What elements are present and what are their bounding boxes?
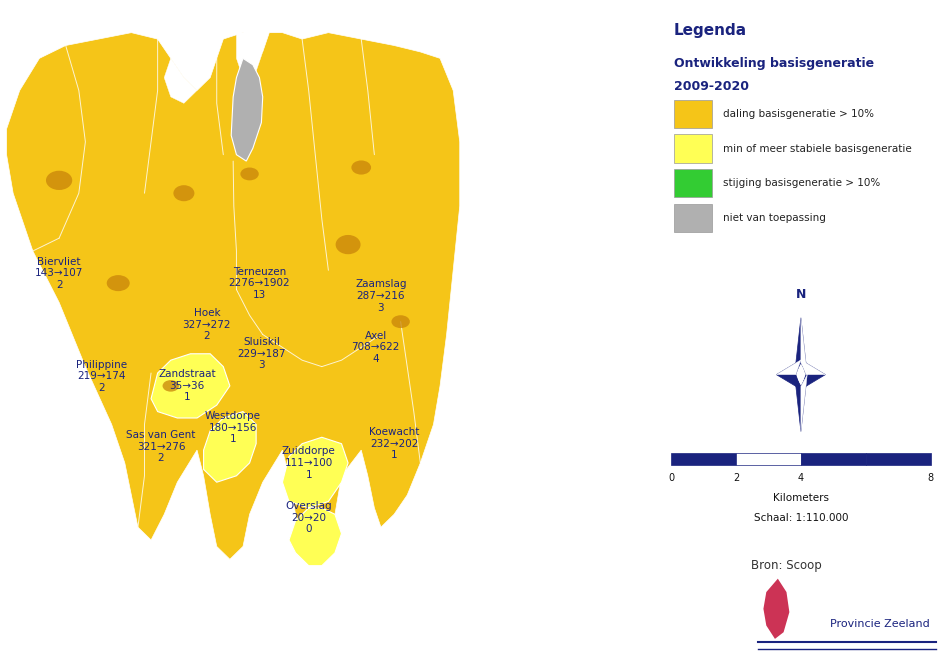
Polygon shape: [7, 33, 459, 559]
Text: 8: 8: [927, 473, 933, 483]
Text: Schaal: 1:110.000: Schaal: 1:110.000: [752, 513, 847, 523]
Ellipse shape: [351, 161, 371, 175]
Text: Kilometers: Kilometers: [772, 493, 828, 503]
Text: Provincie Zeeland: Provincie Zeeland: [829, 619, 929, 628]
Polygon shape: [776, 360, 800, 389]
Text: Zuiddorpe
111→100
1: Zuiddorpe 111→100 1: [281, 446, 335, 480]
Text: Terneuzen
2276→1902
13: Terneuzen 2276→1902 13: [228, 266, 290, 300]
Text: Hoek
327→272
2: Hoek 327→272 2: [182, 308, 231, 341]
Text: Legenda: Legenda: [673, 23, 747, 38]
Bar: [735, 453, 801, 465]
Ellipse shape: [162, 380, 178, 391]
Ellipse shape: [335, 235, 361, 254]
Text: Sluiskil
229→187
3: Sluiskil 229→187 3: [237, 337, 285, 371]
Text: Axel
708→622
4: Axel 708→622 4: [351, 330, 399, 364]
Polygon shape: [794, 318, 806, 375]
Text: Koewacht
232→202
1: Koewacht 232→202 1: [368, 427, 419, 460]
Polygon shape: [231, 58, 262, 161]
Text: Zaamslag
287→216
3: Zaamslag 287→216 3: [355, 280, 406, 312]
Text: Biervliet
143→107
2: Biervliet 143→107 2: [35, 257, 83, 290]
Bar: [670, 453, 735, 465]
Polygon shape: [164, 58, 196, 103]
Polygon shape: [800, 360, 824, 389]
Polygon shape: [151, 354, 229, 418]
Ellipse shape: [240, 167, 259, 181]
Text: 4: 4: [797, 473, 803, 483]
Polygon shape: [763, 579, 788, 639]
Bar: [800, 453, 865, 465]
Polygon shape: [800, 318, 806, 375]
Ellipse shape: [391, 315, 410, 328]
Text: Philippine
219→174
2: Philippine 219→174 2: [76, 360, 127, 393]
Polygon shape: [800, 375, 806, 432]
Text: 2: 2: [733, 473, 738, 483]
Polygon shape: [203, 411, 256, 482]
Text: Westdorpe
180→156
1: Westdorpe 180→156 1: [205, 411, 261, 444]
Polygon shape: [800, 360, 824, 375]
Text: Overslag
20→20
0: Overslag 20→20 0: [285, 501, 331, 534]
Polygon shape: [236, 33, 262, 78]
Polygon shape: [776, 360, 800, 375]
Text: min of meer stabiele basisgeneratie: min of meer stabiele basisgeneratie: [722, 144, 911, 153]
Ellipse shape: [173, 185, 194, 201]
Bar: [673, 134, 711, 163]
Text: daling basisgeneratie > 10%: daling basisgeneratie > 10%: [722, 109, 873, 118]
Bar: [673, 100, 711, 128]
Ellipse shape: [46, 171, 72, 190]
Polygon shape: [289, 508, 341, 566]
Text: Ontwikkeling basisgeneratie: Ontwikkeling basisgeneratie: [673, 57, 873, 70]
Text: 2009-2020: 2009-2020: [673, 80, 749, 93]
Bar: [673, 204, 711, 232]
Text: stijging basisgeneratie > 10%: stijging basisgeneratie > 10%: [722, 179, 880, 188]
Text: Zandstraat
35→36
1: Zandstraat 35→36 1: [159, 369, 216, 403]
Text: Sas van Gent
321→276
2: Sas van Gent 321→276 2: [126, 430, 195, 464]
Text: Bron: Scoop: Bron: Scoop: [750, 559, 821, 572]
Ellipse shape: [107, 275, 129, 291]
Bar: [865, 453, 930, 465]
Text: 0: 0: [667, 473, 673, 483]
Polygon shape: [282, 438, 347, 508]
Polygon shape: [794, 375, 806, 432]
Text: N: N: [795, 288, 805, 301]
Text: niet van toepassing: niet van toepassing: [722, 213, 825, 223]
Bar: [673, 169, 711, 197]
